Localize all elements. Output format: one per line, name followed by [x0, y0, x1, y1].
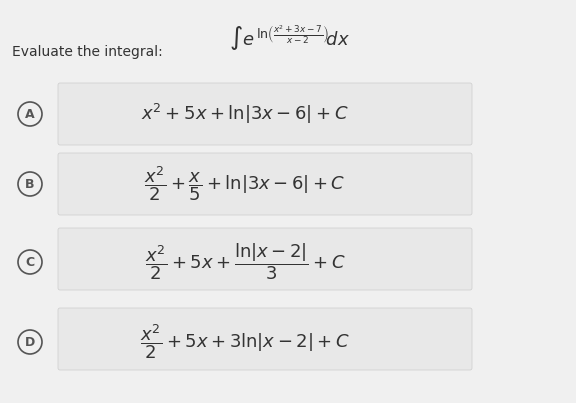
Text: $\dfrac{x^2}{2} + 5x + \dfrac{\ln|x-2|}{3} + C$: $\dfrac{x^2}{2} + 5x + \dfrac{\ln|x-2|}{… [145, 242, 345, 283]
Text: A: A [25, 108, 35, 120]
Text: C: C [25, 256, 35, 268]
Text: B: B [25, 177, 35, 191]
Text: $\dfrac{x^2}{2} + 5x + 3\ln|x-2| + C$: $\dfrac{x^2}{2} + 5x + 3\ln|x-2| + C$ [140, 323, 350, 361]
Text: D: D [25, 336, 35, 349]
FancyBboxPatch shape [58, 153, 472, 215]
Text: $\dfrac{x^2}{2} + \dfrac{x}{5} + \ln|3x-6| + C$: $\dfrac{x^2}{2} + \dfrac{x}{5} + \ln|3x-… [145, 165, 346, 204]
Text: $x^2 + 5x + \ln|3x-6| + C$: $x^2 + 5x + \ln|3x-6| + C$ [141, 102, 349, 126]
Text: Evaluate the integral:: Evaluate the integral: [12, 45, 163, 59]
FancyBboxPatch shape [58, 228, 472, 290]
FancyBboxPatch shape [58, 308, 472, 370]
FancyBboxPatch shape [58, 83, 472, 145]
Text: $\int e^{\,\ln\!\left(\frac{x^2+3x-7}{x-2}\right)}\!dx$: $\int e^{\,\ln\!\left(\frac{x^2+3x-7}{x-… [229, 23, 351, 53]
